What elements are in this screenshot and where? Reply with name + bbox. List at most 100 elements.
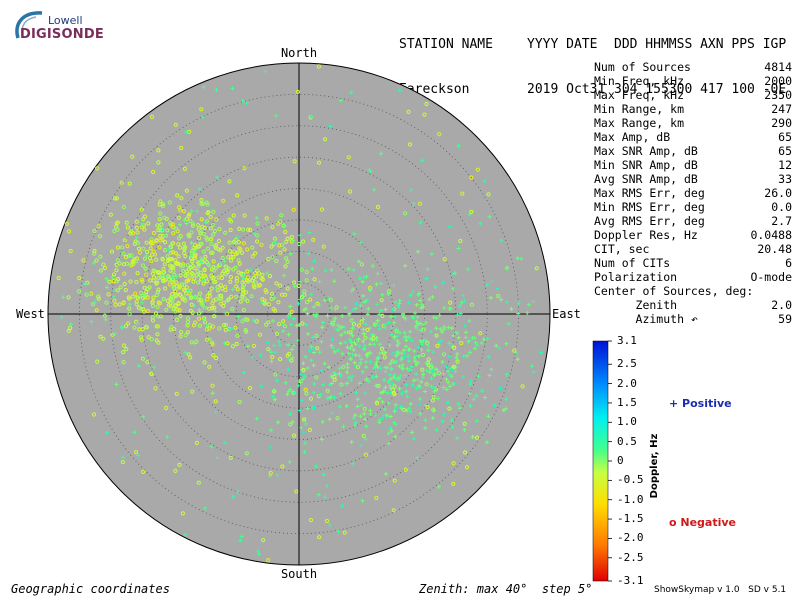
positive-source-marker [381,388,386,393]
positive-source-marker [453,329,458,334]
positive-source-marker [346,375,351,380]
negative-source-marker [220,255,225,261]
positive-source-marker [455,352,460,356]
positive-source-marker [285,392,290,397]
negative-source-marker [169,257,174,262]
positive-source-marker [399,392,404,396]
positive-source-marker [362,300,367,305]
positive-source-marker [322,361,327,366]
positive-source-marker [414,319,419,324]
negative-source-marker [244,451,249,456]
positive-source-marker [104,276,109,281]
positive-source-marker [355,397,360,402]
positive-source-marker [504,372,509,377]
negative-source-marker [264,322,269,327]
negative-source-marker [371,336,376,341]
negative-source-marker [348,330,353,335]
negative-source-marker [301,239,306,244]
positive-source-marker [319,368,324,373]
negative-source-marker [179,330,184,335]
negative-source-marker [231,213,236,218]
negative-source-marker [112,298,117,303]
negative-source-marker [139,277,144,282]
positive-source-marker [446,325,451,330]
positive-source-marker [218,261,223,266]
positive-source-marker [272,296,277,300]
negative-source-marker [198,229,203,234]
negative-source-marker [279,213,284,218]
positive-source-marker [468,350,472,355]
negative-source-marker [239,250,245,255]
colorbar-tick-label: 0.5 [617,434,637,448]
negative-source-marker [294,489,299,494]
positive-source-marker [525,311,530,316]
negative-source-marker [121,251,126,256]
positive-source-marker [375,383,379,388]
negative-source-marker [127,312,132,317]
negative-source-marker [168,244,173,249]
negative-source-marker [202,267,207,272]
stat-row: Azimuth ↶ 59 [594,312,792,326]
positive-source-marker [353,364,358,369]
positive-source-marker [203,220,208,225]
negative-source-marker [141,306,146,311]
positive-source-marker [404,338,409,343]
negative-source-marker [418,201,423,206]
negative-source-marker [266,257,271,262]
positive-source-marker [184,221,189,226]
positive-source-marker [189,240,194,245]
positive-source-marker [321,472,326,477]
positive-source-marker [272,397,277,402]
positive-source-marker [275,473,280,478]
positive-source-marker [299,425,304,430]
positive-source-marker [380,416,384,421]
negative-source-marker [240,280,245,285]
negative-source-marker [291,280,297,285]
negative-source-marker [115,288,120,293]
positive-source-marker [405,394,410,399]
positive-source-marker [286,342,291,347]
positive-source-marker [468,379,473,383]
negative-source-marker [134,225,139,230]
negative-source-marker [162,215,167,220]
negative-source-marker [172,327,177,332]
positive-source-marker [497,346,502,350]
positive-source-marker [409,367,414,372]
negative-source-marker [204,327,209,332]
negative-source-marker [149,371,154,377]
positive-source-marker [474,418,479,423]
positive-source-marker [424,276,429,281]
positive-source-marker [195,209,200,214]
positive-source-marker [336,529,341,534]
negative-source-marker [459,340,464,346]
positive-source-marker [379,281,383,286]
positive-source-marker [417,402,422,407]
negative-source-marker [195,223,201,228]
compass-south: South [281,567,317,581]
positive-source-marker [318,392,323,397]
positive-source-marker [140,221,145,226]
negative-source-marker [189,251,194,256]
negative-source-marker [145,295,150,300]
positive-source-marker [431,315,436,320]
negative-source-marker [342,530,347,535]
positive-source-marker [370,264,375,268]
negative-source-marker [245,247,250,252]
stat-value: 2.7 [771,214,792,228]
positive-source-marker [59,315,64,320]
positive-source-marker [441,371,446,376]
positive-source-marker [331,346,336,350]
positive-source-marker [297,323,302,327]
negative-source-marker [149,114,155,120]
positive-source-marker [372,365,377,370]
positive-source-marker [356,259,361,264]
stat-label: Min SNR Amp, dB [594,158,698,172]
negative-source-marker [346,155,351,160]
positive-source-marker [314,312,319,317]
negative-source-marker [228,227,233,233]
positive-source-marker [434,326,439,331]
positive-source-marker [447,224,452,229]
positive-source-marker [327,382,332,387]
negative-source-marker [276,300,281,305]
negative-source-marker [190,310,195,315]
